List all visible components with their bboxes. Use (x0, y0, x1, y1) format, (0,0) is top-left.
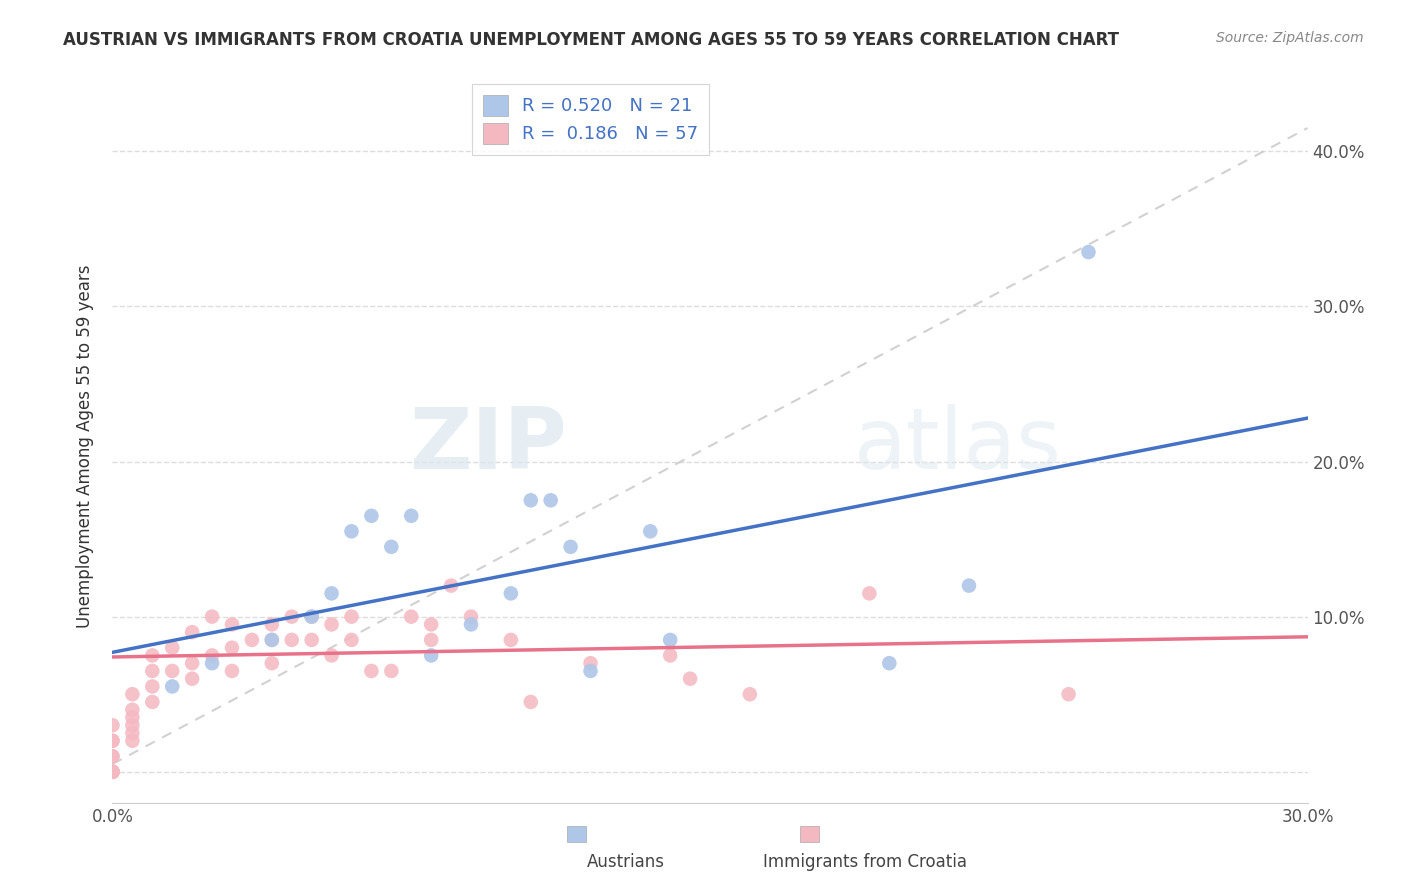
Point (540, 493, 562, 508)
Point (101, 733, 124, 747)
Point (360, 664, 382, 678)
Text: AUSTRIAN VS IMMIGRANTS FROM CROATIA UNEMPLOYMENT AMONG AGES 55 TO 59 YEARS CORRE: AUSTRIAN VS IMMIGRANTS FROM CROATIA UNEM… (63, 31, 1119, 49)
Point (659, 632, 682, 647)
Point (560, 540, 582, 554)
Point (101, 733, 124, 747)
Point (659, 648, 682, 663)
Point (221, 617, 243, 632)
Point (579, 656, 602, 670)
Point (420, 632, 443, 647)
Point (101, 749, 124, 764)
Point (340, 632, 363, 647)
Point (121, 733, 143, 747)
Text: Source: ZipAtlas.com: Source: ZipAtlas.com (1216, 31, 1364, 45)
Point (520, 493, 543, 508)
Point (879, 656, 901, 670)
Point (181, 656, 204, 670)
Point (141, 664, 163, 678)
Bar (567, 826, 586, 842)
Point (380, 664, 402, 678)
Point (738, 687, 761, 701)
Point (321, 648, 343, 663)
Point (221, 664, 243, 678)
Point (240, 632, 263, 647)
Point (201, 609, 224, 624)
Point (141, 648, 163, 663)
Point (679, 672, 702, 686)
Text: atlas: atlas (853, 404, 1062, 488)
Point (440, 579, 463, 593)
Point (260, 656, 283, 670)
Point (201, 648, 224, 663)
Point (281, 632, 304, 647)
Point (520, 695, 543, 709)
Point (121, 710, 143, 724)
Legend: R = 0.520   N = 21, R =  0.186   N = 57: R = 0.520 N = 21, R = 0.186 N = 57 (472, 84, 709, 154)
Y-axis label: Unemployment Among Ages 55 to 59 years: Unemployment Among Ages 55 to 59 years (76, 264, 94, 628)
Point (321, 617, 343, 632)
Point (260, 617, 283, 632)
Point (181, 672, 204, 686)
Point (281, 609, 304, 624)
Point (460, 609, 482, 624)
Point (301, 609, 323, 624)
Point (121, 718, 143, 732)
Text: Austrians: Austrians (588, 853, 665, 871)
Point (141, 695, 163, 709)
Point (858, 586, 880, 600)
Point (221, 640, 243, 655)
Point (101, 749, 124, 764)
Point (499, 586, 522, 600)
Point (121, 703, 143, 717)
Point (301, 632, 323, 647)
Point (162, 640, 183, 655)
Point (101, 718, 124, 732)
Point (101, 764, 124, 779)
Point (340, 609, 363, 624)
Point (640, 524, 662, 539)
Point (162, 664, 183, 678)
Point (420, 617, 443, 632)
Point (321, 586, 343, 600)
Point (957, 579, 980, 593)
Text: ZIP: ZIP (409, 404, 567, 488)
Point (380, 540, 402, 554)
Point (360, 508, 382, 523)
Point (101, 764, 124, 779)
Point (101, 764, 124, 779)
Point (181, 625, 204, 640)
Point (460, 617, 482, 632)
Point (101, 764, 124, 779)
Bar (800, 826, 818, 842)
Point (1077, 245, 1099, 260)
Point (401, 508, 423, 523)
Point (121, 687, 143, 701)
Point (260, 632, 283, 647)
Point (420, 648, 443, 663)
Point (101, 764, 124, 779)
Point (301, 609, 323, 624)
Point (141, 680, 163, 694)
Point (499, 632, 522, 647)
Point (579, 664, 602, 678)
Point (121, 726, 143, 740)
Point (401, 609, 423, 624)
Point (162, 680, 183, 694)
Point (340, 524, 363, 539)
Text: Immigrants from Croatia: Immigrants from Croatia (763, 853, 967, 871)
Point (260, 632, 283, 647)
Point (201, 656, 224, 670)
Point (1057, 687, 1080, 701)
